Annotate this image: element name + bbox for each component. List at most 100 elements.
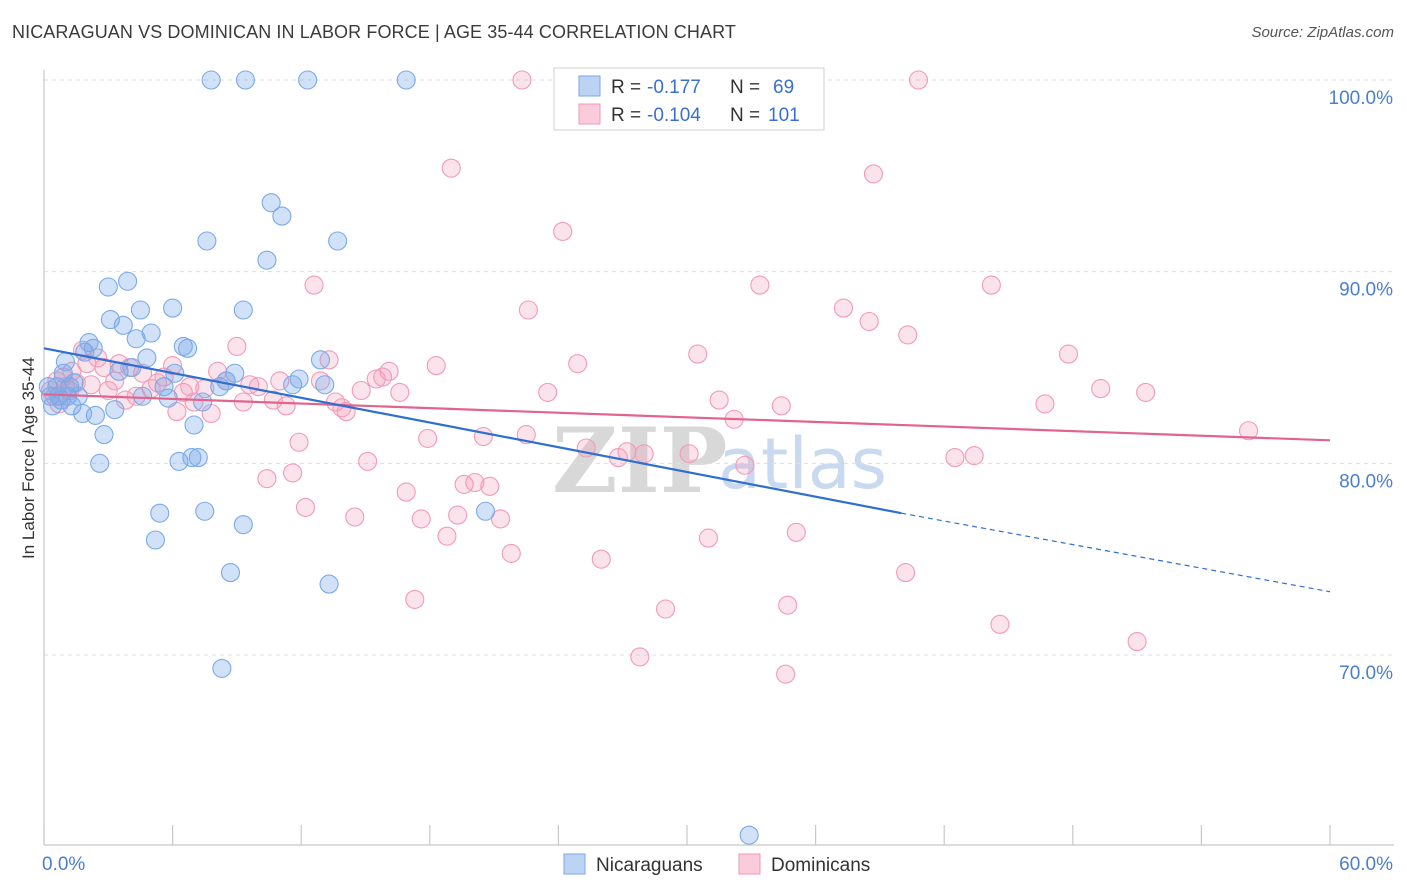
dominican-point-79 — [630, 647, 650, 667]
dominican-point-99 — [964, 446, 984, 466]
dominican-point-41 — [283, 463, 303, 483]
y-axis-label: In Labor Force | Age 35-44 — [19, 357, 38, 559]
nicaraguan-point-22 — [105, 400, 125, 420]
nicaraguan-point-42 — [184, 415, 204, 435]
dominican-point-58 — [405, 589, 425, 609]
nicaraguan-point-56 — [257, 250, 277, 270]
dominican-point-102 — [1035, 394, 1055, 414]
dominican-point-73 — [538, 382, 558, 402]
dominican-point-94 — [863, 164, 884, 184]
nicaraguan-point-54 — [235, 70, 256, 90]
nicaraguan-point-16 — [83, 338, 103, 358]
nicaraguan-point-49 — [212, 658, 232, 678]
dominican-point-85 — [709, 390, 729, 410]
dominican-point-67 — [473, 426, 493, 447]
nicaraguan-point-44 — [193, 392, 213, 412]
dominican-point-71 — [512, 70, 532, 90]
dominican-point-60 — [418, 428, 438, 448]
dominican-point-13 — [94, 357, 114, 378]
dominican-point-43 — [295, 497, 316, 517]
bottom-legend-nicaraguans: Nicaraguans — [596, 855, 703, 876]
correlation-legend: R = -0.177 N = 69 R = -0.104 N = 101 — [553, 67, 825, 131]
nicaraguan-point-58 — [272, 206, 292, 226]
nicaraguan-point-19 — [94, 425, 114, 445]
dominican-point-59 — [411, 509, 431, 529]
dominican-point-82 — [679, 444, 699, 464]
dominican-point-39 — [270, 371, 290, 391]
legend-n-value-2: 101 — [768, 105, 800, 126]
series-legend: Nicaraguans Dominicans — [563, 853, 870, 876]
nicaraguan-point-53 — [233, 515, 253, 535]
dominican-point-33 — [227, 336, 247, 356]
dominican-point-89 — [771, 396, 791, 416]
dominican-trend-line — [43, 393, 1331, 442]
dominican-point-24 — [163, 356, 183, 376]
legend-n-value-1: 69 — [773, 77, 794, 98]
legend-r-value-2: -0.104 — [647, 105, 701, 126]
dominican-point-63 — [441, 158, 461, 178]
dominican-point-108 — [776, 664, 796, 684]
legend-r-value-1: -0.177 — [647, 77, 701, 98]
dominican-point-64 — [448, 505, 468, 525]
nicaraguan-trend-extension — [901, 512, 1331, 593]
dominican-point-93 — [859, 311, 879, 332]
dominican-point-83 — [688, 344, 708, 364]
nicaraguan-point-45 — [195, 501, 215, 521]
dominican-point-38 — [263, 390, 283, 410]
dominican-point-96 — [898, 325, 918, 345]
dominican-point-103 — [1058, 344, 1079, 364]
nicaraguan-point-32 — [145, 530, 166, 550]
dominican-point-100 — [981, 275, 1001, 295]
legend-swatch-dominicans — [578, 103, 601, 125]
dominican-point-97 — [908, 70, 929, 90]
dominican-point-51 — [351, 380, 371, 401]
nicaraguan-point-18 — [90, 453, 110, 473]
nicaraguan-point-21 — [100, 310, 120, 330]
nicaraguan-point-46 — [197, 231, 217, 251]
nicaraguan-point-27 — [126, 329, 146, 349]
chart-title: NICARAGUAN VS DOMINICAN IN LABOR FORCE |… — [12, 22, 736, 42]
dominican-point-77 — [591, 549, 611, 569]
x-tick-label-max: 60.0% — [1339, 854, 1393, 875]
dominican-point-74 — [553, 221, 573, 241]
dominican-point-27 — [180, 377, 200, 397]
y-tick-label-80: 80.0% — [1339, 471, 1393, 492]
dominican-point-91 — [786, 522, 806, 542]
dominican-point-52 — [358, 451, 378, 471]
nicaraguan-point-41 — [182, 448, 202, 468]
dominican-point-92 — [833, 298, 854, 318]
y-tick-labels: 70.0% 80.0% 90.0% 100.0% — [1329, 88, 1394, 684]
nicaraguan-point-20 — [98, 277, 118, 297]
y-tick-label-70: 70.0% — [1339, 663, 1393, 684]
nicaraguan-point-33 — [150, 503, 170, 523]
nicaraguan-point-66 — [396, 70, 416, 90]
y-tick-label-90: 90.0% — [1339, 280, 1393, 301]
dominican-point-36 — [248, 377, 268, 397]
nicaraguan-point-10 — [62, 396, 82, 416]
legend-swatch-nicaraguans — [578, 75, 601, 97]
bottom-legend-dominicans: Dominicans — [771, 855, 870, 876]
y-tick-label-100: 100.0% — [1329, 88, 1394, 109]
nicaraguan-point-43 — [188, 448, 208, 468]
nicaraguans-points — [38, 70, 759, 845]
dominican-point-104 — [1091, 379, 1111, 399]
dominican-point-62 — [437, 526, 457, 546]
nicaraguan-point-47 — [201, 70, 221, 90]
legend-n-label-1: N = — [730, 77, 760, 98]
legend-n-label-2: N = — [730, 105, 760, 126]
grid-lines — [44, 79, 1394, 656]
dominican-point-56 — [390, 382, 410, 402]
nicaraguan-point-61 — [298, 70, 318, 90]
nicaraguan-point-63 — [315, 375, 335, 395]
nicaraguan-point-62 — [310, 350, 331, 370]
dominican-point-81 — [656, 599, 676, 619]
nicaraguan-point-57 — [261, 193, 281, 213]
x-axis-ticks — [43, 825, 1331, 845]
dominican-point-69 — [490, 509, 511, 529]
dominican-point-106 — [1136, 382, 1156, 402]
bottom-legend-swatch-nicaraguans — [563, 853, 586, 875]
dominican-point-80 — [634, 444, 654, 464]
nicaraguan-point-17 — [85, 405, 105, 425]
dominican-point-98 — [945, 448, 965, 468]
